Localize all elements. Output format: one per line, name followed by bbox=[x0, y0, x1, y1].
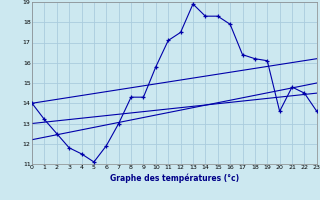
X-axis label: Graphe des températures (°c): Graphe des températures (°c) bbox=[110, 173, 239, 183]
